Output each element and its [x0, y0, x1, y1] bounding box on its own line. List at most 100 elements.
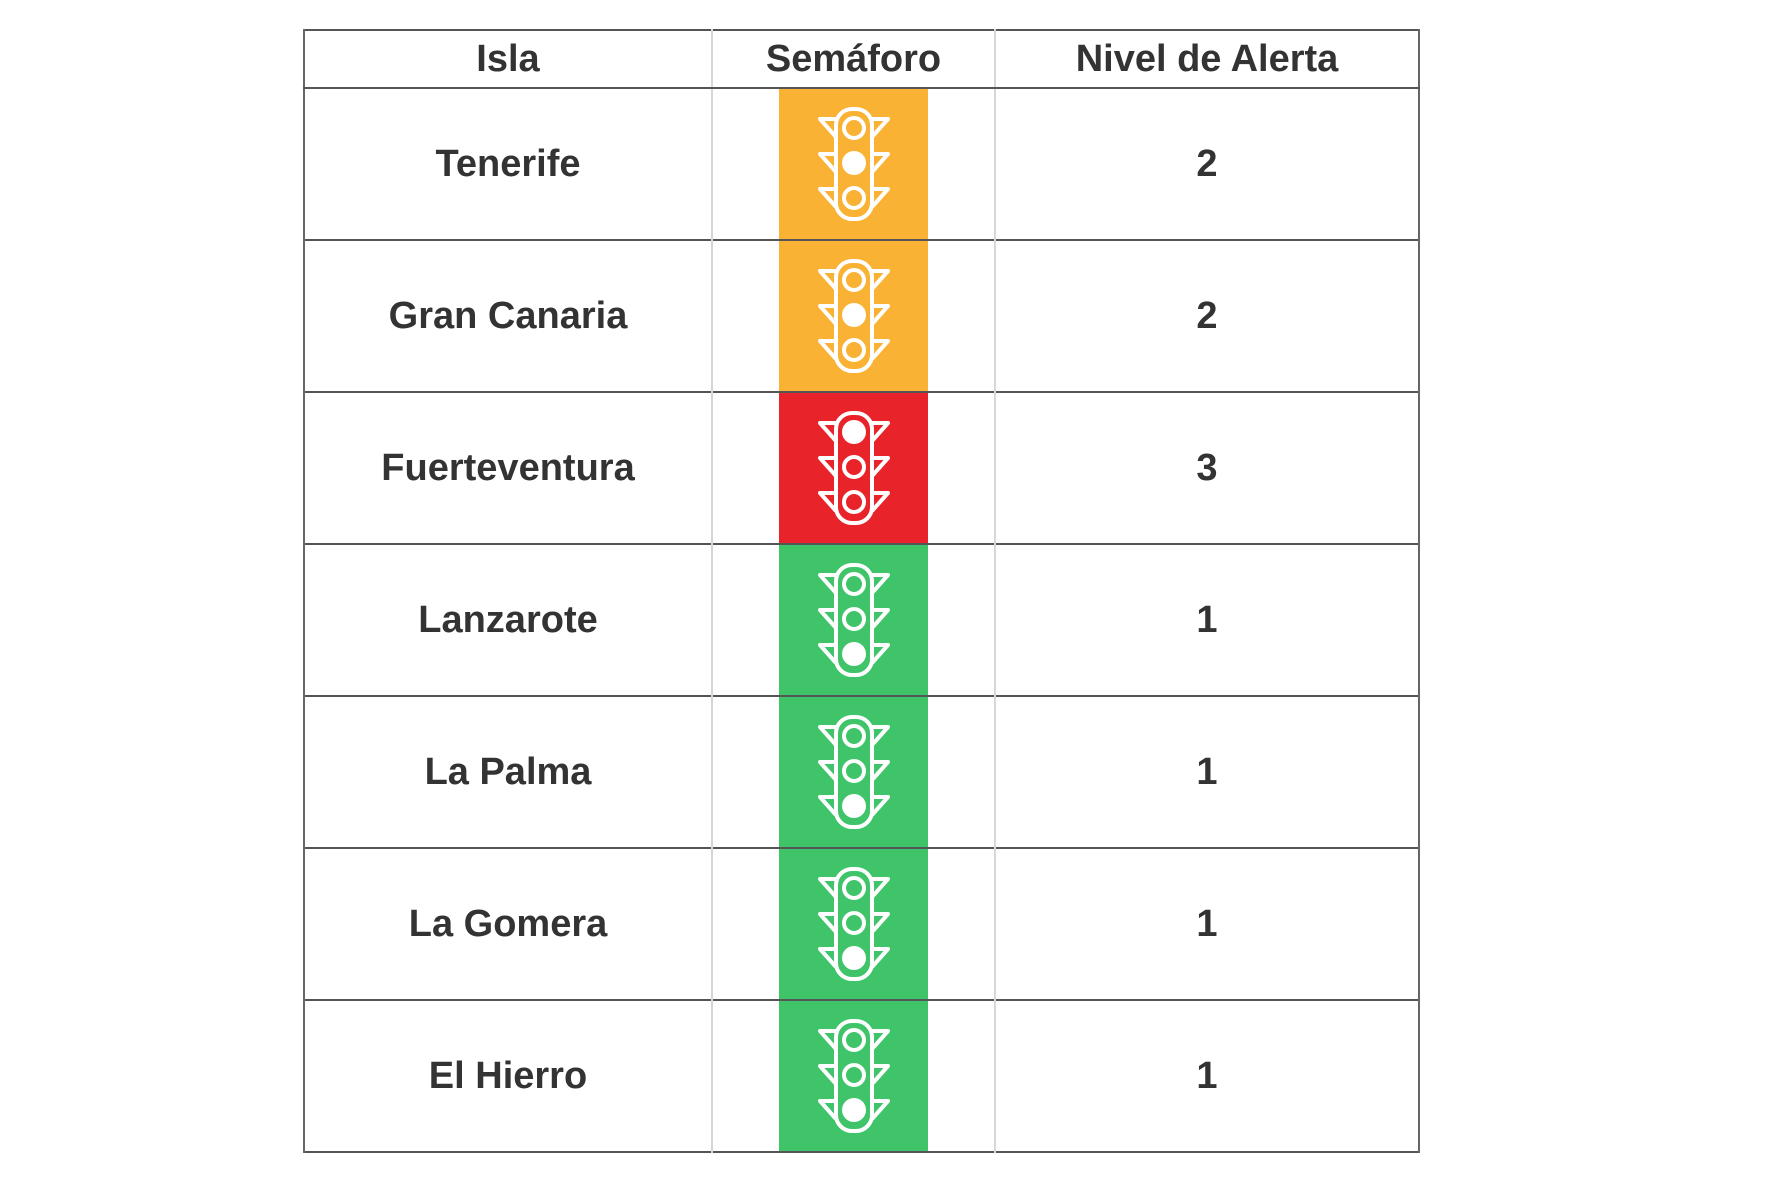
visor-right: [870, 725, 890, 747]
table-row: La Gomera 1: [303, 847, 1420, 1000]
visor-left: [817, 339, 837, 361]
alert-level-table: Isla Semáforo Nivel de Alerta Tenerife 2…: [303, 29, 1420, 1153]
semaforo-cell: [711, 239, 996, 392]
traffic-light-housing: [833, 107, 874, 221]
lamp-off: [841, 268, 866, 292]
traffic-light-swatch: [779, 241, 928, 391]
alert-level: 1: [994, 999, 1420, 1152]
semaforo-cell: [711, 847, 996, 1000]
island-name: Fuerteventura: [303, 391, 713, 544]
lamp-on: [841, 151, 866, 175]
header-semaforo: Semáforo: [711, 30, 996, 89]
lamp-off: [841, 116, 866, 140]
semaforo-cell: [711, 391, 996, 544]
visor-left: [817, 760, 837, 782]
table-row: Lanzarote 1: [303, 543, 1420, 696]
island-name: Gran Canaria: [303, 239, 713, 392]
visor-left: [817, 456, 837, 478]
visor-right: [870, 339, 890, 361]
lamp-off: [841, 1028, 866, 1052]
alert-level: 2: [994, 239, 1420, 392]
header-nivel-de-alerta: Nivel de Alerta: [994, 30, 1420, 89]
visor-right: [870, 912, 890, 934]
lamp-on: [841, 303, 866, 327]
traffic-light-swatch: [779, 393, 928, 543]
visor-right: [870, 1064, 890, 1086]
lamp-on: [841, 794, 866, 818]
lamp-on: [841, 946, 866, 970]
traffic-light-swatch: [779, 1001, 928, 1151]
visor-right: [870, 187, 890, 209]
traffic-light-housing: [833, 259, 874, 373]
visor-left: [817, 421, 837, 443]
visor-left: [817, 795, 837, 817]
visor-left: [817, 491, 837, 513]
visor-left: [817, 1099, 837, 1121]
table-row: Gran Canaria 2: [303, 239, 1420, 392]
table-row: Tenerife 2: [303, 87, 1420, 240]
visor-left: [817, 643, 837, 665]
island-name: La Gomera: [303, 847, 713, 1000]
lamp-off: [841, 572, 866, 596]
visor-left: [817, 877, 837, 899]
visor-right: [870, 1099, 890, 1121]
visor-right: [870, 573, 890, 595]
island-name: Lanzarote: [303, 543, 713, 696]
lamp-on: [841, 1098, 866, 1122]
visor-right: [870, 760, 890, 782]
visor-right: [870, 269, 890, 291]
alert-level: 3: [994, 391, 1420, 544]
lamp-on: [841, 642, 866, 666]
island-name: La Palma: [303, 695, 713, 848]
lamp-off: [841, 911, 866, 935]
visor-left: [817, 573, 837, 595]
lamp-off: [841, 1063, 866, 1087]
lamp-off: [841, 338, 866, 362]
visor-left: [817, 912, 837, 934]
visor-right: [870, 421, 890, 443]
traffic-light-icon: [817, 411, 890, 525]
semaforo-cell: [711, 87, 996, 240]
semaforo-cell: [711, 543, 996, 696]
lamp-off: [841, 876, 866, 900]
semaforo-cell: [711, 999, 996, 1152]
lamp-off: [841, 759, 866, 783]
traffic-light-icon: [817, 715, 890, 829]
visor-left: [817, 947, 837, 969]
island-name: Tenerife: [303, 87, 713, 240]
visor-left: [817, 725, 837, 747]
traffic-light-icon: [817, 107, 890, 221]
traffic-light-icon: [817, 1019, 890, 1133]
traffic-light-icon: [817, 563, 890, 677]
lamp-on: [841, 420, 866, 444]
traffic-light-icon: [817, 867, 890, 981]
visor-left: [817, 608, 837, 630]
traffic-light-swatch: [779, 697, 928, 847]
alert-level: 1: [994, 543, 1420, 696]
traffic-light-swatch: [779, 89, 928, 239]
visor-right: [870, 877, 890, 899]
header-row: Isla Semáforo Nivel de Alerta: [303, 30, 1420, 89]
visor-left: [817, 152, 837, 174]
alert-level: 1: [994, 695, 1420, 848]
visor-right: [870, 1029, 890, 1051]
table-row: El Hierro 1: [303, 999, 1420, 1152]
lamp-off: [841, 455, 866, 479]
visor-right: [870, 456, 890, 478]
visor-left: [817, 117, 837, 139]
visor-right: [870, 304, 890, 326]
visor-right: [870, 117, 890, 139]
traffic-light-housing: [833, 411, 874, 525]
visor-left: [817, 187, 837, 209]
traffic-light-icon: [817, 259, 890, 373]
island-name: El Hierro: [303, 999, 713, 1152]
traffic-light-housing: [833, 563, 874, 677]
traffic-light-swatch: [779, 545, 928, 695]
visor-left: [817, 1029, 837, 1051]
traffic-light-housing: [833, 867, 874, 981]
semaforo-cell: [711, 695, 996, 848]
traffic-light-swatch: [779, 849, 928, 999]
table-row: La Palma 1: [303, 695, 1420, 848]
visor-right: [870, 491, 890, 513]
lamp-off: [841, 724, 866, 748]
